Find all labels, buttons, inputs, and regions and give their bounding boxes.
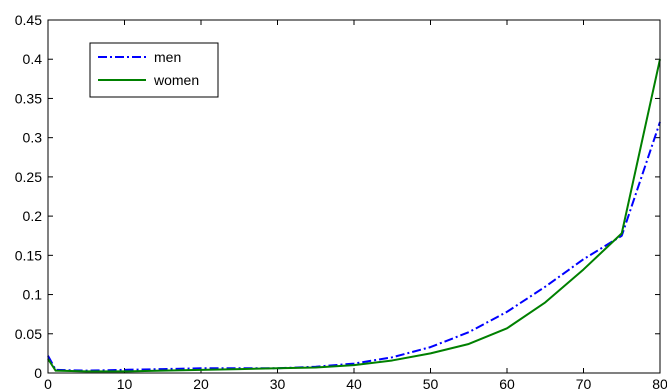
y-tick-label: 0.2 [23, 208, 43, 224]
series-line-women [47, 59, 661, 373]
x-tick-label: 40 [346, 376, 362, 392]
y-tick-label: 0.45 [15, 12, 42, 28]
x-tick-label: 20 [193, 376, 209, 392]
y-tick-label: 0.25 [15, 169, 42, 185]
y-axis-ticks: 0 0.05 0.1 0.15 0.2 0.25 0.3 0.35 0.4 0.45 [15, 12, 660, 381]
series-layer [47, 59, 661, 373]
legend-label-men: men [154, 49, 181, 65]
plot-area-frame [47, 19, 661, 374]
y-tick-label: 0.35 [15, 90, 42, 106]
x-tick-label: 50 [423, 376, 439, 392]
legend-label-women: women [153, 72, 199, 88]
legend-box [89, 42, 219, 98]
y-tick-label: 0.15 [15, 247, 42, 263]
y-tick-label: 0.4 [23, 51, 43, 67]
x-tick-label: 80 [652, 376, 667, 392]
y-tick-label: 0.05 [15, 326, 42, 342]
y-tick-label: 0 [34, 365, 42, 381]
x-tick-label: 10 [117, 376, 133, 392]
y-tick-label: 0.1 [23, 287, 43, 303]
x-tick-label: 70 [576, 376, 592, 392]
series-line-men [47, 121, 661, 372]
x-tick-label: 0 [44, 376, 52, 392]
x-tick-label: 30 [270, 376, 286, 392]
x-axis-ticks: 0 10 20 30 40 50 60 70 80 [44, 20, 667, 392]
y-tick-label: 0.3 [23, 130, 43, 146]
legend: men women [89, 42, 219, 98]
x-tick-label: 60 [499, 376, 515, 392]
